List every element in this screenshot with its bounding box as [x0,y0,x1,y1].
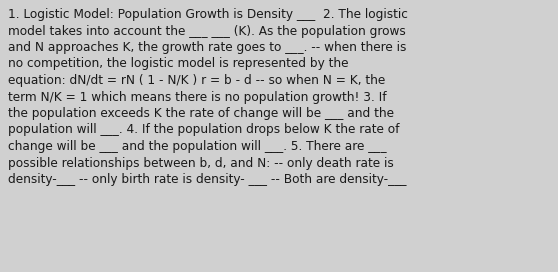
Text: 1. Logistic Model: Population Growth is Density ___  2. The logistic
model takes: 1. Logistic Model: Population Growth is … [8,8,408,186]
